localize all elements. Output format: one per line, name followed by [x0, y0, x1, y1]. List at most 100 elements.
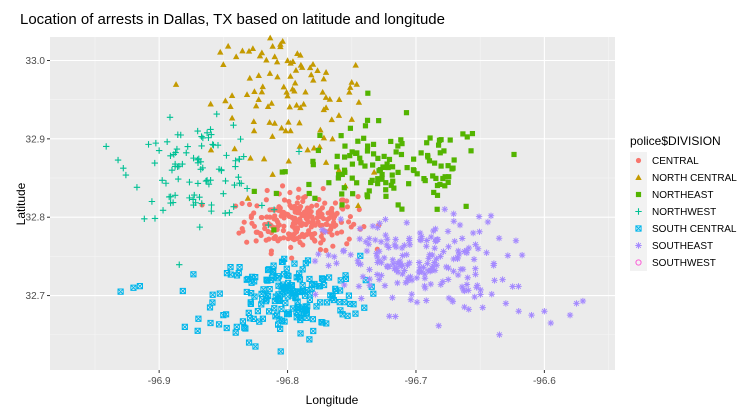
data-point [470, 256, 478, 263]
data-point [365, 90, 371, 96]
legend-key [635, 157, 642, 164]
data-point [349, 161, 355, 167]
data-point [296, 142, 303, 149]
data-point [472, 241, 479, 248]
data-point [190, 271, 197, 278]
data-point [289, 287, 296, 295]
data-point [302, 88, 309, 95]
data-point [316, 196, 322, 203]
data-point [291, 260, 298, 267]
data-point [315, 250, 322, 258]
data-point [446, 174, 452, 180]
legend-key [635, 208, 642, 215]
data-point [215, 321, 223, 328]
data-point [162, 180, 170, 187]
data-point [298, 314, 305, 321]
data-point [391, 265, 398, 273]
data-point [198, 200, 205, 207]
data-point [352, 61, 359, 68]
data-point [375, 276, 383, 283]
data-point [361, 224, 367, 230]
data-point [207, 146, 215, 153]
data-point [370, 168, 378, 175]
data-point [284, 57, 291, 64]
data-point [463, 281, 471, 288]
data-point [433, 255, 440, 263]
data-point [465, 306, 472, 313]
data-point [222, 97, 229, 104]
data-point [264, 214, 270, 220]
data-point [442, 183, 448, 189]
data-point [474, 245, 482, 252]
data-point [264, 292, 272, 300]
data-point [354, 257, 362, 264]
data-point [515, 283, 522, 290]
data-point [385, 244, 392, 251]
data-point [254, 203, 260, 209]
data-point [434, 206, 440, 212]
data-point [300, 198, 306, 204]
data-point [418, 233, 425, 240]
data-point [465, 287, 472, 294]
data-point [295, 194, 301, 201]
data-point [222, 311, 230, 318]
data-point [247, 300, 254, 307]
data-point [278, 213, 284, 219]
data-point [413, 299, 421, 306]
data-point [167, 193, 174, 200]
data-point [265, 308, 273, 315]
data-point [366, 235, 373, 242]
x-tick-label: -96.6 [533, 376, 556, 387]
data-point [260, 155, 268, 162]
data-point [177, 131, 184, 139]
data-point [331, 253, 338, 260]
data-point [375, 181, 381, 187]
data-point [391, 185, 397, 191]
data-point [332, 287, 340, 295]
data-point [437, 150, 443, 156]
data-point [285, 310, 292, 318]
data-point [348, 116, 355, 122]
data-point [395, 202, 401, 208]
data-point [258, 88, 266, 95]
data-point [477, 291, 484, 298]
legend-label: SOUTH CENTRAL [652, 224, 737, 235]
data-point [280, 209, 287, 215]
data-point [379, 171, 385, 178]
data-point [207, 126, 214, 133]
data-point [159, 177, 166, 184]
data-point [509, 283, 516, 290]
data-point [167, 152, 174, 159]
data-point [363, 247, 371, 255]
data-point [440, 175, 446, 182]
data-point [293, 274, 300, 281]
data-point [173, 145, 181, 153]
data-point [449, 298, 457, 305]
data-point [222, 177, 229, 185]
data-point [487, 212, 495, 219]
legend-label: SOUTHEAST [652, 241, 713, 252]
data-point [463, 203, 469, 209]
data-point [425, 255, 432, 262]
data-point [267, 34, 274, 41]
data-point [241, 324, 248, 331]
data-point [429, 264, 436, 272]
data-point [259, 214, 265, 221]
data-point [176, 261, 183, 268]
axis-ticks: -96.9 -96.8 -96.7 -96.6 32.7 32.8 32.9 33.0 [26, 56, 557, 387]
data-point [341, 281, 348, 289]
data-point [266, 119, 273, 125]
data-point [414, 171, 420, 177]
data-point [222, 209, 229, 217]
data-point [282, 299, 289, 307]
data-point [310, 158, 316, 164]
data-point [320, 215, 327, 222]
data-point [355, 260, 362, 267]
data-point [249, 45, 257, 52]
data-point [346, 236, 352, 242]
data-point [284, 92, 291, 99]
data-point [205, 180, 213, 188]
data-point [445, 163, 451, 169]
data-point [315, 147, 321, 154]
data-point [421, 282, 428, 290]
